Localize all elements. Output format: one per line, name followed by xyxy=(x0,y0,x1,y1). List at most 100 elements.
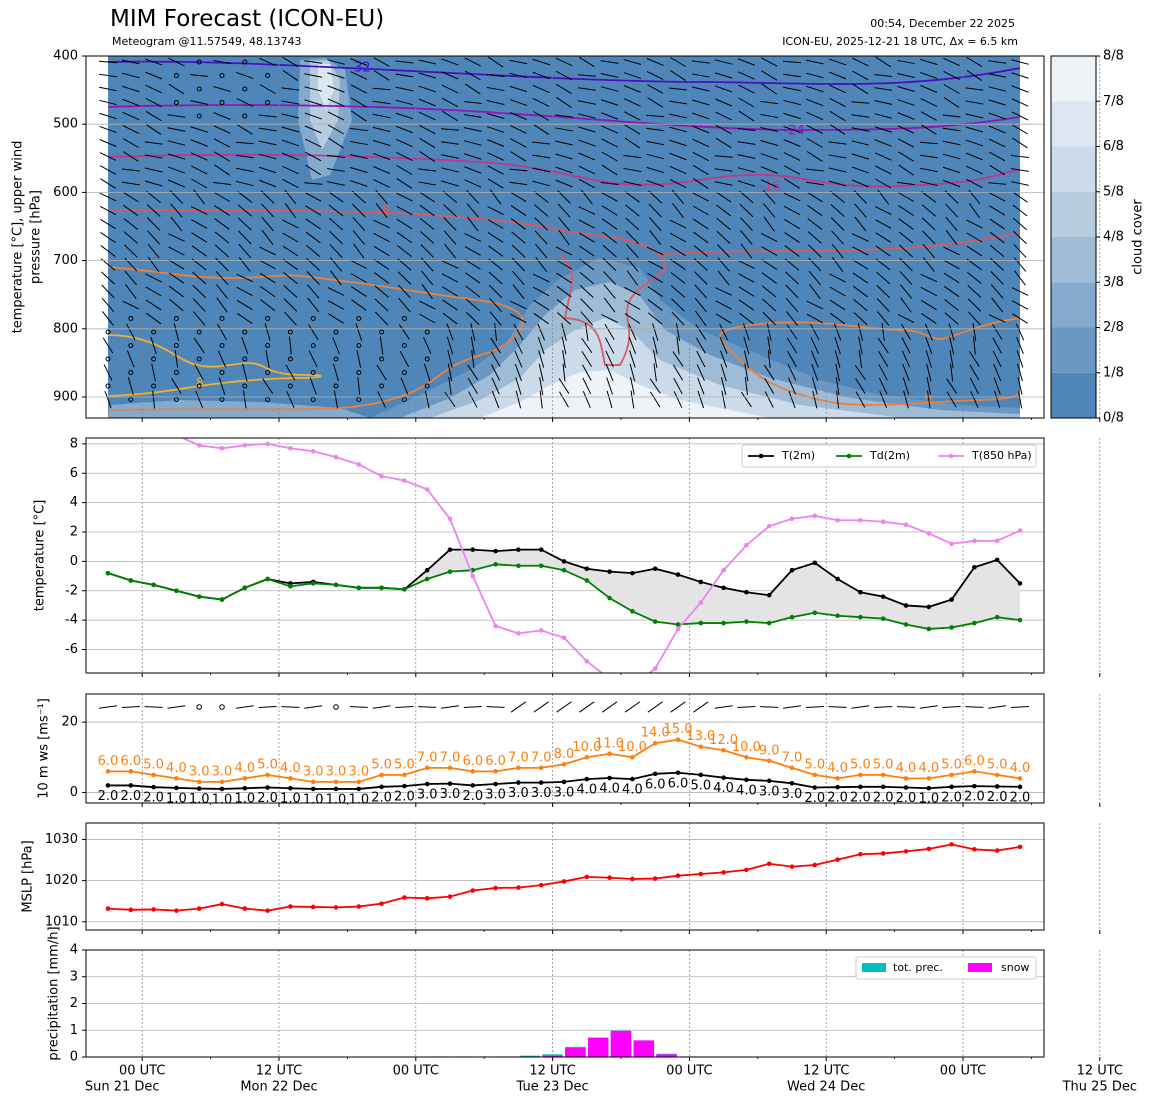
wind-barb xyxy=(853,311,868,326)
wind-barb xyxy=(693,701,709,713)
wind-barb xyxy=(374,285,389,298)
wind-barb xyxy=(603,284,616,299)
wind-barb xyxy=(122,85,140,93)
mslp-point xyxy=(835,857,840,862)
wind-barb xyxy=(213,112,231,120)
wind-barb xyxy=(943,272,960,284)
wind-barb xyxy=(739,312,754,325)
mean-data-label: 6.0 xyxy=(645,777,666,792)
wind-calm-marker xyxy=(242,113,248,119)
wind-barb xyxy=(167,153,186,160)
wind-barb xyxy=(490,337,501,354)
wind-barb xyxy=(989,231,1005,244)
gust-data-label: 13.0 xyxy=(686,729,715,744)
wind-barb xyxy=(695,324,707,340)
wind-barb xyxy=(966,70,983,81)
wind-barb xyxy=(465,272,481,284)
wind-barb xyxy=(443,217,457,231)
wind-barb xyxy=(538,350,545,368)
wind-barb xyxy=(514,350,523,368)
wind-barb xyxy=(104,390,112,409)
wind-barb xyxy=(829,124,846,135)
wind-barb xyxy=(327,124,345,135)
wind-barb xyxy=(124,257,138,272)
mean-data-label: 2.0 xyxy=(257,791,278,806)
wind-barb xyxy=(441,273,459,283)
wind-barb xyxy=(487,232,504,243)
wind-barb xyxy=(720,363,727,382)
wind-barb xyxy=(144,141,163,145)
t850-point xyxy=(310,448,316,454)
wind-barb xyxy=(920,286,937,297)
wind-calm-marker xyxy=(219,370,225,375)
wind-barb xyxy=(194,364,204,381)
gust-point xyxy=(858,772,863,778)
wind-barb xyxy=(737,180,756,187)
wind-barb xyxy=(282,245,299,257)
wind-barb xyxy=(258,140,277,146)
wind-barb xyxy=(578,219,595,229)
wind-barb xyxy=(1017,363,1023,382)
wind-barb xyxy=(716,217,731,231)
wind-barb xyxy=(647,701,663,713)
wind-barb xyxy=(762,311,776,326)
wind-barb xyxy=(760,126,779,133)
wind-barb xyxy=(988,112,1006,120)
wind-barb xyxy=(900,297,912,313)
wind-barb xyxy=(626,270,639,286)
wind-barb xyxy=(441,167,459,173)
wind-barb xyxy=(714,705,733,709)
wind-barb xyxy=(783,205,801,216)
wind-barb xyxy=(236,273,254,283)
wind-barb xyxy=(442,110,458,122)
gust-point xyxy=(994,772,1000,778)
wind-barb xyxy=(98,60,118,64)
x-tick-label: 12 UTC xyxy=(1077,1064,1123,1079)
wind-barb xyxy=(532,273,550,283)
wind-barb xyxy=(988,705,1007,709)
wind-barb xyxy=(808,257,822,272)
wind-barb xyxy=(606,390,613,409)
wind-barb xyxy=(672,364,684,381)
wind-barb xyxy=(920,85,938,93)
wind-barb xyxy=(581,351,592,367)
mean-data-label: 2.0 xyxy=(462,789,483,804)
wind-barb xyxy=(582,377,592,395)
t850-point xyxy=(424,487,430,492)
wind-barb xyxy=(398,297,411,313)
wind-barb xyxy=(283,271,298,285)
wind-barb xyxy=(603,297,616,313)
wind-barb xyxy=(195,390,204,409)
wind-barb xyxy=(676,336,680,355)
wind-barb xyxy=(761,259,778,270)
td2m-point xyxy=(356,585,362,591)
wind-barb xyxy=(805,181,824,186)
wind-barb xyxy=(145,84,162,94)
wind-barb xyxy=(716,244,731,258)
wind-calm-marker xyxy=(128,316,134,321)
wind-barb xyxy=(943,97,960,108)
wind-barb xyxy=(562,350,566,368)
wind-barb xyxy=(330,270,342,286)
wind-barb xyxy=(350,273,367,283)
wind-barb xyxy=(145,97,162,108)
wind-barb xyxy=(924,323,933,341)
wind-barb xyxy=(578,139,596,147)
t850-point xyxy=(516,631,521,636)
wind-barb xyxy=(988,60,1007,64)
wind-barb xyxy=(874,139,892,147)
gust-point xyxy=(835,776,840,781)
wind-barb xyxy=(743,350,749,368)
upper-ytick-label: 500 xyxy=(53,117,78,132)
wind-barb xyxy=(740,243,753,259)
wind-barb xyxy=(326,155,346,158)
mean-data-label: 1.0 xyxy=(189,792,210,807)
wind-barb xyxy=(258,114,277,118)
wind-barb xyxy=(1012,313,1028,324)
gust-point xyxy=(1017,776,1023,781)
wind-barb xyxy=(919,705,938,709)
t2m-point xyxy=(949,597,954,602)
wind-barb xyxy=(372,113,391,119)
wind-barb xyxy=(624,137,641,149)
wind-barb xyxy=(697,390,705,409)
